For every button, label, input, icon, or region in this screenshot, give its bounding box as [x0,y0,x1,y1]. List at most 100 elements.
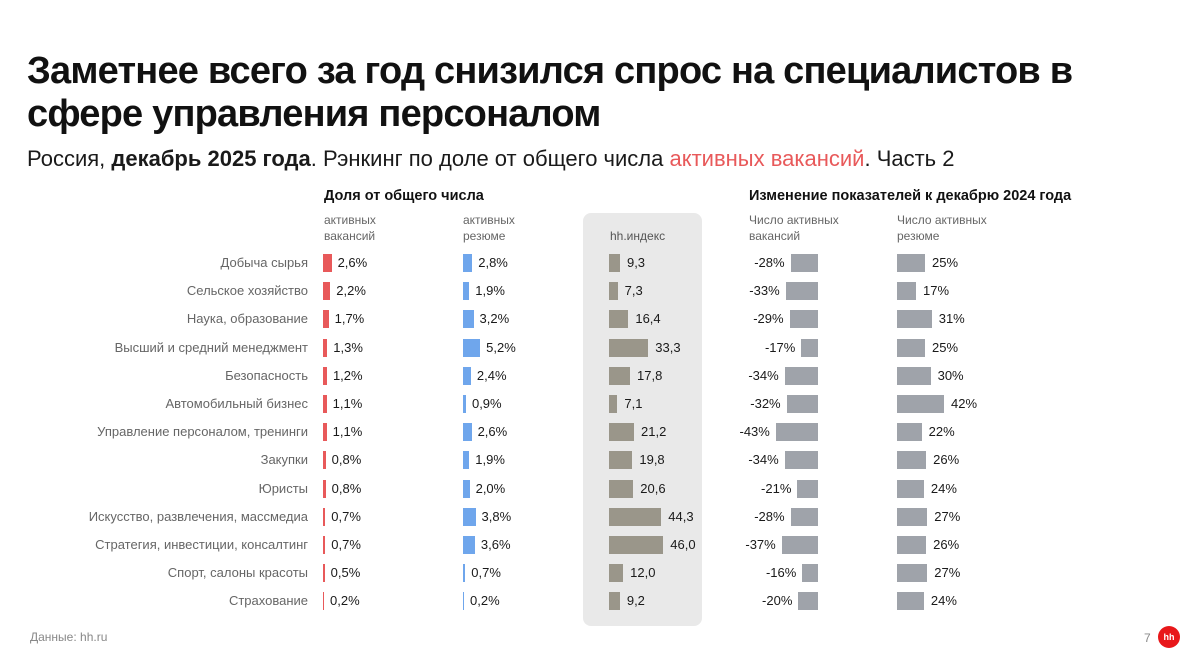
resumes-change-value: 25% [932,255,959,270]
vacancies-share-bar [323,564,325,583]
resumes-change-value: 26% [933,537,960,552]
resumes-change-value: 25% [932,339,959,355]
resumes-share-bar [463,423,472,442]
vacancies-change-value: -29% [753,311,784,327]
hh-index-value: 33,3 [655,339,681,355]
vacancies-share-value: 0,8% [331,452,362,468]
vacancies-change-value: -17% [764,339,796,355]
hh-index-bar [609,507,662,526]
resumes-change-bar [897,310,932,329]
hh-index-value: 12,0 [630,565,656,581]
vacancies-change-value: -33% [749,283,780,299]
resumes-share-bar [463,479,470,498]
vacancies-share-value: 1,1% [332,396,363,411]
resumes-share-bar [463,536,475,554]
hh-index-panel [583,213,702,626]
vacancies-change-bar [790,254,818,272]
hh-index-value: 9,3 [626,255,646,270]
hh-index-value: 21,2 [641,424,667,440]
change-section-header: Изменение показателей к декабрю 2024 год… [749,188,1072,204]
hh-index-value: 46,0 [670,537,696,552]
resumes-change-bar [897,507,928,526]
hh-index-bar [609,451,633,470]
col-header-hh-index: hh.индекс [610,229,666,243]
vacancies-change-bar [797,479,818,498]
vacancies-share-value: 1,3% [333,339,363,355]
resumes-share-bar [463,282,470,301]
resumes-change-bar [897,423,922,442]
vacancies-share-value: 0,8% [331,480,362,496]
subtitle-text: . Рэнкинг по доле от общего числа [310,146,670,171]
subtitle-part: . Часть 2 [864,146,955,171]
resumes-change-value: 24% [930,593,957,609]
vacancies-change-bar [775,423,818,442]
subtitle-date: декабрь 2025 года [111,146,311,171]
resumes-change-bar [897,395,945,413]
col-header-vacancies-share: активных вакансий [324,213,376,243]
vacancies-change-bar [784,451,818,470]
resumes-change-bar [897,592,924,611]
vacancies-change-value: -32% [750,396,781,411]
vacancies-share-bar [323,282,331,301]
hh-index-value: 17,8 [637,367,663,383]
vacancies-share-value: 0,2% [330,593,360,609]
hh-index-value: 20,6 [640,480,666,496]
category-label: Наука, образование [186,311,308,327]
vacancies-change-value: -37% [745,537,776,552]
hh-index-value: 44,3 [668,508,694,524]
category-label: Высший и средний менеджмент [114,339,308,355]
vacancies-change-bar [784,366,818,385]
hh-index-bar [609,592,620,611]
vacancies-share-value: 1,1% [332,424,363,440]
page-title: Заметнее всего за год снизился спрос на … [27,50,1073,135]
resumes-share-value: 5,2% [486,339,516,355]
category-label: Безопасность [225,367,308,383]
resumes-change-value: 30% [937,367,964,383]
resumes-share-value: 2,4% [476,367,507,383]
resumes-change-value: 27% [934,565,961,581]
vacancies-share-value: 0,7% [331,537,361,552]
resumes-share-bar [463,592,464,611]
resumes-change-bar [897,282,917,301]
hh-index-bar [609,423,635,442]
resumes-share-value: 2,6% [477,424,508,440]
resumes-change-value: 27% [934,508,961,524]
hh-index-value: 7,1 [624,396,643,411]
vacancies-share-value: 2,2% [336,283,366,299]
resumes-share-bar [463,338,481,357]
vacancies-change-value: -34% [748,452,779,468]
resumes-change-bar [897,536,927,554]
vacancies-change-bar [789,310,818,329]
vacancies-share-bar [323,592,324,611]
resumes-change-bar [897,366,931,385]
resumes-change-value: 42% [951,396,978,411]
resumes-share-value: 1,9% [475,452,505,468]
hh-index-bar [609,254,620,272]
resumes-share-bar [463,366,471,385]
vacancies-change-value: -34% [748,367,779,383]
resumes-share-value: 2,0% [475,480,506,496]
resumes-change-bar [897,451,927,470]
hh-index-bar [609,310,629,329]
resumes-change-bar [897,564,928,583]
col-header-resumes-change: Число активных резюме [897,213,987,243]
page-number: 7 [1144,631,1151,645]
hh-index-bar [609,366,630,385]
vacancies-share-bar [323,310,329,329]
vacancies-share-bar [323,395,327,413]
vacancies-share-bar [323,338,328,357]
resumes-share-bar [463,507,476,526]
resumes-share-value: 0,7% [471,565,501,581]
resumes-share-bar [463,395,466,413]
vacancies-change-bar [790,507,818,526]
hh-index-value: 19,8 [639,452,665,468]
resumes-share-value: 0,2% [470,593,500,609]
category-label: Управление персоналом, тренинги [97,424,308,440]
category-label: Добыча сырья [220,255,308,270]
vacancies-change-bar [802,564,818,583]
resumes-share-value: 3,6% [480,537,511,552]
hh-index-bar [609,479,634,498]
resumes-change-value: 24% [930,480,957,496]
vacancies-change-value: -16% [765,565,797,581]
vacancies-change-value: -21% [761,480,792,496]
